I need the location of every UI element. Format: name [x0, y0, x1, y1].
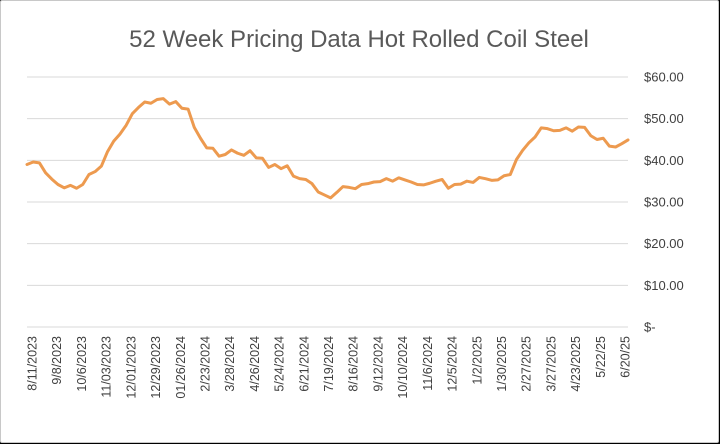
x-tick-label: 3/27/2025: [544, 336, 558, 392]
x-tick-label: 4/26/2024: [248, 336, 262, 392]
chart-title: 52 Week Pricing Data Hot Rolled Coil Ste…: [129, 26, 589, 53]
x-tick-label: 12/5/2024: [446, 336, 460, 392]
x-tick-label: 01/26/2024: [174, 336, 188, 399]
y-tick-label: $30.00: [644, 195, 684, 210]
gridlines: [27, 76, 628, 328]
series-line-0: [25, 97, 630, 200]
x-tick-label: 2/27/2025: [520, 336, 534, 392]
y-tick-label: $60.00: [644, 70, 684, 85]
y-tick-label: $40.00: [644, 153, 684, 168]
x-tick-label: 5/24/2024: [273, 336, 287, 392]
x-tick-label: 6/20/25: [619, 336, 633, 378]
x-axis-tick-labels: 8/11/2023 9/8/2023 10/6/2023 11/03/2023 12/0…: [26, 336, 633, 399]
x-tick-label: 10/6/2023: [75, 336, 89, 392]
x-tick-label: 11/03/2023: [100, 336, 114, 398]
y-tick-label: $20.00: [644, 236, 684, 251]
x-tick-label: 1/2/2025: [470, 336, 484, 385]
x-tick-label: 4/23/2025: [569, 336, 583, 392]
y-tick-label: $10.00: [644, 278, 684, 293]
y-tick-label: $-: [644, 320, 656, 335]
x-tick-label: 12/29/2023: [149, 336, 163, 399]
x-tick-label: 1/30/2025: [495, 336, 509, 392]
x-tick-label: 5/22/25: [594, 336, 608, 378]
x-tick-label: 8/11/2023: [26, 336, 40, 391]
x-tick-label: 9/8/2023: [50, 336, 64, 385]
x-tick-label: 9/12/2024: [371, 336, 385, 392]
x-tick-label: 6/21/2024: [297, 336, 311, 392]
x-tick-label: 11/6/2024: [421, 336, 435, 391]
x-tick-label: 12/01/2023: [124, 336, 138, 399]
x-tick-label: 2/23/2024: [198, 336, 212, 392]
series-layer: [25, 97, 630, 200]
x-tick-label: 7/19/2024: [322, 336, 336, 392]
y-tick-label: $50.00: [644, 111, 684, 126]
x-tick-label: 3/28/2024: [223, 336, 237, 392]
x-tick-label: 8/16/2024: [347, 336, 361, 392]
y-axis-tick-labels: $- $10.00 $20.00 $30.00 $40.00 $50.00 $60.00: [644, 70, 684, 335]
x-tick-label: 10/10/2024: [396, 336, 410, 399]
